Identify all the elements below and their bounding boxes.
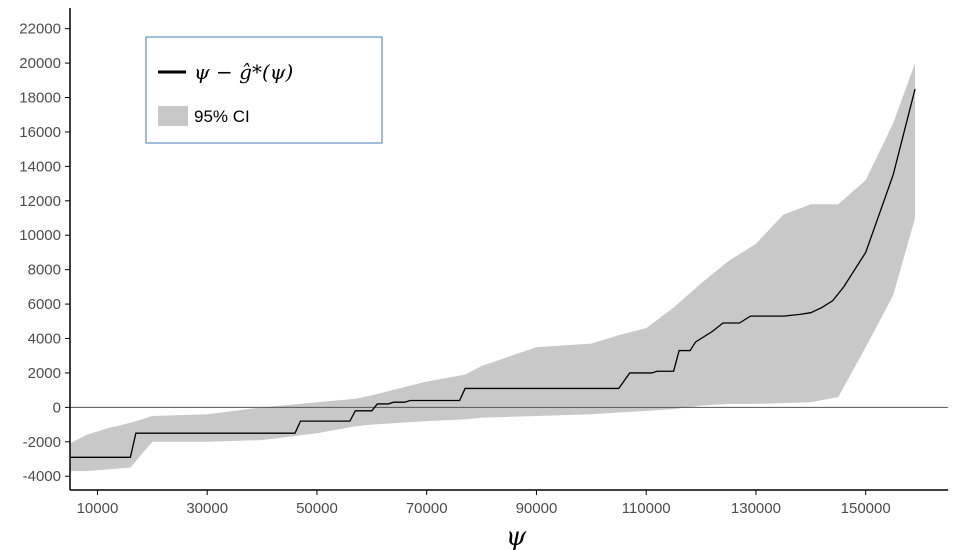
- confidence-band: [70, 63, 916, 472]
- y-tick-label: 18000: [19, 90, 61, 107]
- y-tick-label: 14000: [19, 158, 61, 175]
- x-axis-ticks: 10000 30000 50000 70000 90000 110000 130000 150…: [77, 490, 891, 517]
- confidence-band-layer: [70, 63, 916, 472]
- x-tick-label: 110000: [622, 500, 671, 517]
- y-tick-label: 4000: [28, 331, 61, 348]
- y-tick-label: 12000: [19, 193, 61, 210]
- y-tick-label: 2000: [28, 365, 61, 382]
- y-tick-label: 16000: [19, 124, 61, 141]
- legend-line-label: ψ − ĝ*(ψ): [194, 60, 293, 84]
- x-tick-label: 150000: [841, 500, 891, 517]
- x-tick-label: 90000: [516, 500, 558, 517]
- legend-box: [145, 36, 383, 144]
- estimate-line-layer: [70, 88, 916, 458]
- y-tick-label: 6000: [28, 296, 61, 313]
- y-tick-label: 0: [53, 399, 61, 416]
- x-tick-label: 130000: [731, 500, 781, 517]
- x-axis-label: ψ: [506, 522, 527, 550]
- x-tick-label: 10000: [77, 500, 119, 517]
- x-tick-label: 50000: [296, 500, 338, 517]
- y-tick-label: -4000: [23, 468, 61, 485]
- x-tick-label: 30000: [186, 500, 228, 517]
- y-tick-label: -2000: [23, 434, 61, 451]
- legend-band-label: 95% CI: [194, 107, 250, 126]
- y-tick-label: 22000: [19, 21, 61, 38]
- y-tick-label: 20000: [19, 55, 61, 72]
- y-axis-ticks: -4000 -2000 0 2000 4000 6000 8000 10000 12000 140…: [19, 21, 70, 485]
- estimate-line: [70, 88, 916, 458]
- y-tick-label: 8000: [28, 262, 61, 279]
- x-tick-label: 70000: [406, 500, 448, 517]
- legend-band-swatch: [158, 106, 188, 126]
- y-tick-label: 10000: [19, 227, 61, 244]
- legend: ψ − ĝ*(ψ) 95% CI: [145, 36, 383, 144]
